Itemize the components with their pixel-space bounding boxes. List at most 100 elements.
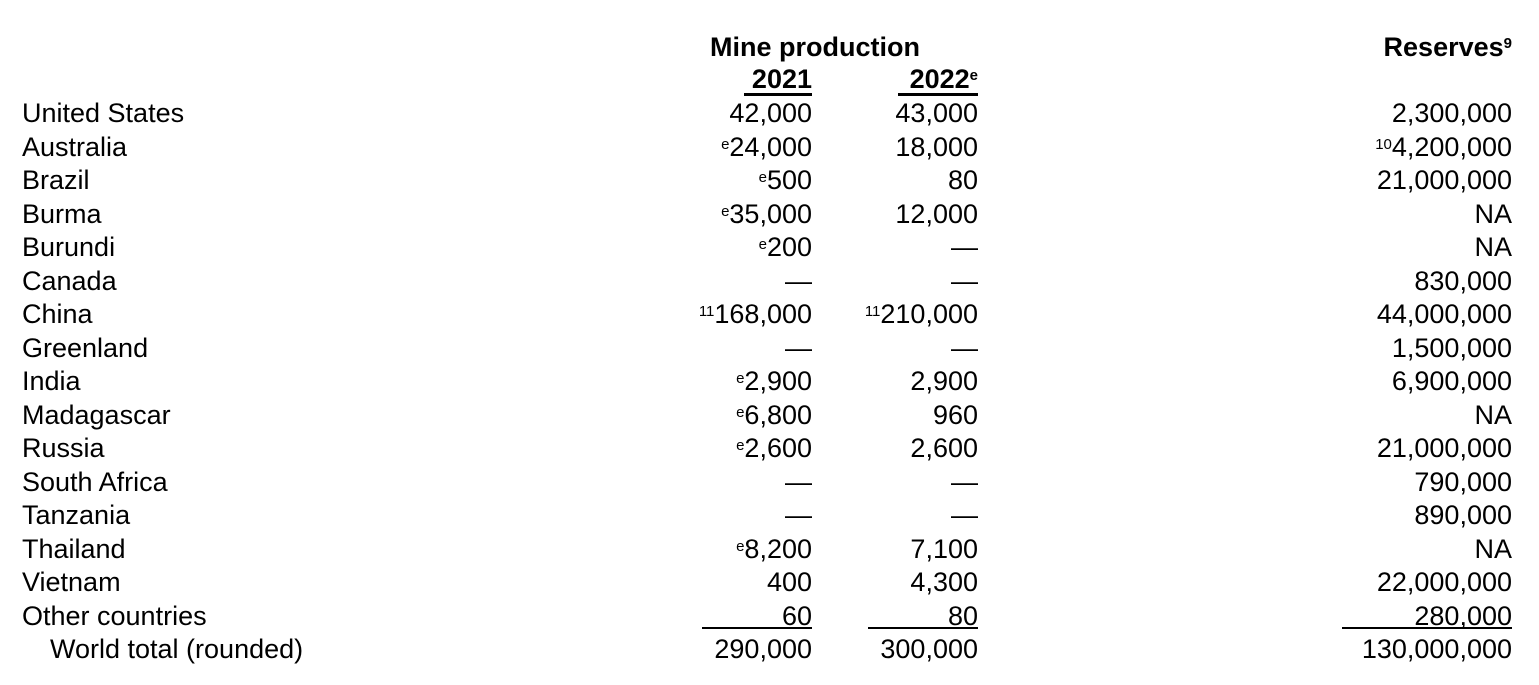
production-2021: e500 <box>759 164 812 198</box>
table-row: Canada — — 830,000 <box>0 265 1539 299</box>
production-2022-value: — <box>951 265 978 296</box>
reserves-header: Reserves9 <box>1300 32 1512 62</box>
reserves-value: 280,000 <box>1414 600 1512 631</box>
production-2021: e2,900 <box>736 365 812 399</box>
reserves: NA <box>1474 198 1512 232</box>
production-2022: 18,000 <box>895 131 978 165</box>
production-2021-value: 60 <box>781 600 812 631</box>
country-name: Madagascar <box>22 399 171 430</box>
mine-production-header: Mine production <box>710 32 920 62</box>
production-2021: e6,800 <box>736 399 812 433</box>
production-2021-value: 400 <box>766 567 812 597</box>
country-name: Vietnam <box>22 567 121 597</box>
reserves-value: 44,000,000 <box>1376 299 1512 329</box>
table-row: Madagascar e6,800 960 NA <box>0 399 1539 433</box>
production-2022: 12,000 <box>895 198 978 232</box>
production-2021: — <box>785 499 812 533</box>
production-2022-value: 18,000 <box>895 131 978 162</box>
footnote-marker: e <box>736 403 745 421</box>
year-2022-underline <box>898 93 978 96</box>
production-2021-value: 500 <box>766 165 812 195</box>
table-row: Greenland — — 1,500,000 <box>0 332 1539 366</box>
production-2022: 7,100 <box>910 533 978 567</box>
production-2021-value: 42,000 <box>729 98 812 128</box>
table-row: China 11168,000 11210,000 44,000,000 <box>0 298 1539 332</box>
production-2022: 2,600 <box>910 432 978 466</box>
year-2021-underline <box>744 93 812 96</box>
footnote-marker: 11 <box>864 303 881 320</box>
table-row: United States 42,000 43,000 2,300,000 <box>0 97 1539 131</box>
table-row: Russia e2,600 2,600 21,000,000 <box>0 432 1539 466</box>
table-row: Thailand e8,200 7,100 NA <box>0 533 1539 567</box>
production-table: United States 42,000 43,000 2,300,000 Austra… <box>0 97 1539 667</box>
production-2022-value: — <box>951 466 978 497</box>
production-2022-value: 2,600 <box>910 433 978 463</box>
table-row: India e2,900 2,900 6,900,000 <box>0 365 1539 399</box>
production-2022: — <box>951 332 978 366</box>
production-2022: 2,900 <box>910 365 978 399</box>
production-2022: 11210,000 <box>865 298 978 332</box>
production-2022-value: 80 <box>947 600 978 631</box>
table-row: Other countries 60 80 280,000 <box>0 600 1539 634</box>
production-2021-value: 8,200 <box>744 533 812 564</box>
country-name: Canada <box>22 265 117 296</box>
production-2022-value: 43,000 <box>895 98 978 128</box>
reserves-value: 21,000,000 <box>1376 433 1512 463</box>
footnote-marker: e <box>721 202 730 220</box>
production-2021: — <box>785 265 812 299</box>
reserves: 280,000 <box>1414 600 1512 634</box>
table-row: Vietnam 400 4,300 22,000,000 <box>0 566 1539 600</box>
production-2022: 4,300 <box>910 566 978 600</box>
total-2021: 290,000 <box>714 633 812 667</box>
production-2022-value: 12,000 <box>895 198 978 229</box>
table-row: Burma e35,000 12,000 NA <box>0 198 1539 232</box>
reserves-value: NA <box>1474 533 1512 564</box>
country-name: Other countries <box>22 600 207 631</box>
total-2022: 300,000 <box>880 633 978 667</box>
production-2021: — <box>785 332 812 366</box>
country-name: Burma <box>22 198 102 229</box>
estimate-footnote-marker: e <box>969 67 978 84</box>
production-2022: — <box>951 466 978 500</box>
production-2021: 11168,000 <box>699 298 812 332</box>
footnote-marker: e <box>736 537 745 555</box>
production-2022-value: 960 <box>932 399 978 430</box>
footnote-marker: e <box>758 236 767 253</box>
subtotal-line-reserves <box>1342 627 1512 629</box>
production-2021-value: 35,000 <box>729 198 812 229</box>
reserves: 1,500,000 <box>1392 332 1512 366</box>
footnote-marker: e <box>721 135 730 153</box>
reserves-value: NA <box>1474 232 1512 262</box>
footnote-marker: e <box>736 437 745 454</box>
world-total-row: World total (rounded) 290,000 300,000 130,0… <box>0 633 1539 667</box>
country-name: India <box>22 366 81 396</box>
reserves-value: 890,000 <box>1414 500 1512 530</box>
year-2022-label: 2022 <box>909 64 970 94</box>
production-2022-value: 80 <box>947 165 978 195</box>
reserves: 104,200,000 <box>1375 131 1512 165</box>
table-row: Burundi e200 — NA <box>0 231 1539 265</box>
production-2021-value: 6,800 <box>744 399 812 430</box>
reserves: 890,000 <box>1414 499 1512 533</box>
reserves: 21,000,000 <box>1377 164 1512 198</box>
country-name: South Africa <box>22 466 168 497</box>
total-reserves: 130,000,000 <box>1362 633 1512 667</box>
production-2022: 43,000 <box>895 97 978 131</box>
production-2021-value: 200 <box>766 232 812 262</box>
production-2022-value: 7,100 <box>910 533 978 564</box>
production-2022: 80 <box>948 600 978 634</box>
subtotal-line-2022 <box>868 627 978 629</box>
year-2022-header: 2022e <box>866 64 978 94</box>
reserves: NA <box>1474 533 1512 567</box>
production-2022-value: 2,900 <box>910 366 978 396</box>
country-name: Russia <box>22 433 105 463</box>
reserves-footnote-marker: 9 <box>1503 35 1512 52</box>
production-2021: e8,200 <box>736 533 812 567</box>
reserves: 2,300,000 <box>1392 97 1512 131</box>
reserves: 830,000 <box>1414 265 1512 299</box>
country-name: United States <box>22 98 185 128</box>
production-2022: 80 <box>948 164 978 198</box>
production-2021: 42,000 <box>729 97 812 131</box>
reserves: NA <box>1474 231 1512 265</box>
subtotal-line-2021 <box>702 627 812 629</box>
